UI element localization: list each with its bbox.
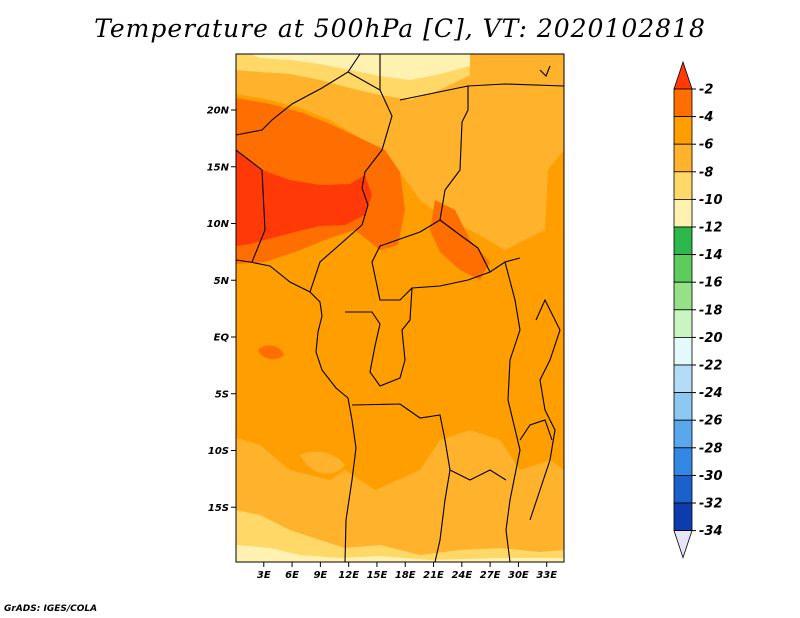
lat-tick-label: 20N (207, 106, 230, 117)
colorbar-label: -16 (699, 276, 723, 291)
colorbar-label: -2 (699, 83, 713, 98)
colorbar-box (673, 447, 693, 476)
lon-tick-label: 18E (395, 570, 416, 581)
colorbar-label: -4 (699, 110, 713, 125)
colorbar-arrow-bottom (673, 530, 693, 559)
lon-tick-label: 3E (257, 570, 271, 581)
colorbar-label: -18 (699, 303, 723, 318)
colorbar-box (673, 88, 693, 118)
lon-tick-label: 15E (367, 570, 388, 581)
latitude-axis: 20N 15N 10N 5N EQ 5S 10S 15S (207, 106, 236, 514)
colorbar-box (673, 281, 693, 311)
colorbar-box (673, 474, 693, 504)
field-minus-8-south (236, 510, 564, 562)
colorbar-label: -24 (699, 386, 723, 401)
field-minus-2-core (236, 150, 372, 246)
field-minus-6-patch (300, 451, 345, 474)
lon-tick-label: 21E (423, 570, 444, 581)
colorbar-arrow-top (673, 60, 693, 90)
lon-tick-label: 27E (480, 570, 501, 581)
lat-tick-label: EQ (214, 333, 230, 344)
lon-tick-label: 24E (451, 570, 472, 581)
colorbar-box (673, 171, 693, 200)
colorbar-label: -6 (699, 138, 713, 153)
lat-tick-label: 10S (208, 446, 229, 457)
colorbar-box (673, 116, 693, 145)
field-minus-4-east (430, 200, 490, 280)
lon-tick-label: 6E (285, 570, 299, 581)
lat-tick-label: 5S (215, 389, 229, 400)
field-minus-10-south (236, 545, 564, 562)
lon-tick-label: 12E (338, 570, 359, 581)
colorbar-box (673, 143, 693, 173)
field-minus-10-north (250, 54, 470, 80)
colorbar-box (673, 309, 693, 338)
colorbar-box (673, 198, 693, 228)
colorbar-label: -20 (699, 331, 723, 346)
colorbar-label: -26 (699, 414, 723, 429)
colorbar-label: -28 (699, 441, 723, 456)
field-minus-6-north (236, 54, 564, 250)
colorbar-box (673, 392, 693, 421)
lon-tick-label: 9E (313, 570, 327, 581)
colorbar-label: -10 (699, 193, 723, 208)
lat-tick-label: 15S (208, 503, 229, 514)
lat-tick-label: 10N (207, 219, 230, 230)
lat-tick-label: 15N (207, 162, 230, 173)
colorbar-label: -32 (699, 497, 723, 512)
field-minus-6-south (236, 430, 564, 562)
map-frame (235, 53, 565, 563)
colorbar: -2 -4 -6 -8 -10 -12 -14 -16 -18 -20 -22 -24 -26 -28 -3… (673, 60, 723, 559)
colorbar-box (673, 364, 693, 394)
field-minus-4-patch (258, 345, 284, 360)
colorbar-label: -34 (699, 524, 723, 539)
lat-tick-label: 5N (214, 276, 230, 287)
colorbar-label: -14 (699, 248, 723, 263)
temperature-field (236, 54, 564, 562)
longitude-axis: 3E 6E 9E 12E 15E 18E 21E 24E 27E 30E 33E (257, 562, 557, 581)
colorbar-label: -30 (699, 469, 723, 484)
colorbar-label: -8 (699, 165, 713, 180)
lon-tick-label: 33E (536, 570, 557, 581)
lon-tick-label: 30E (508, 570, 529, 581)
colorbar-box (673, 419, 693, 449)
country-borders (236, 54, 564, 562)
colorbar-box (673, 336, 693, 366)
colorbar-box (673, 226, 693, 256)
colorbar-box (673, 254, 693, 283)
credit-text: GrADS: IGES/COLA (4, 604, 98, 614)
colorbar-label: -12 (699, 221, 723, 236)
colorbar-label: -22 (699, 359, 723, 374)
colorbar-box (673, 502, 693, 532)
map-title: Temperature at 500hPa [C], VT: 202010281… (94, 14, 706, 43)
